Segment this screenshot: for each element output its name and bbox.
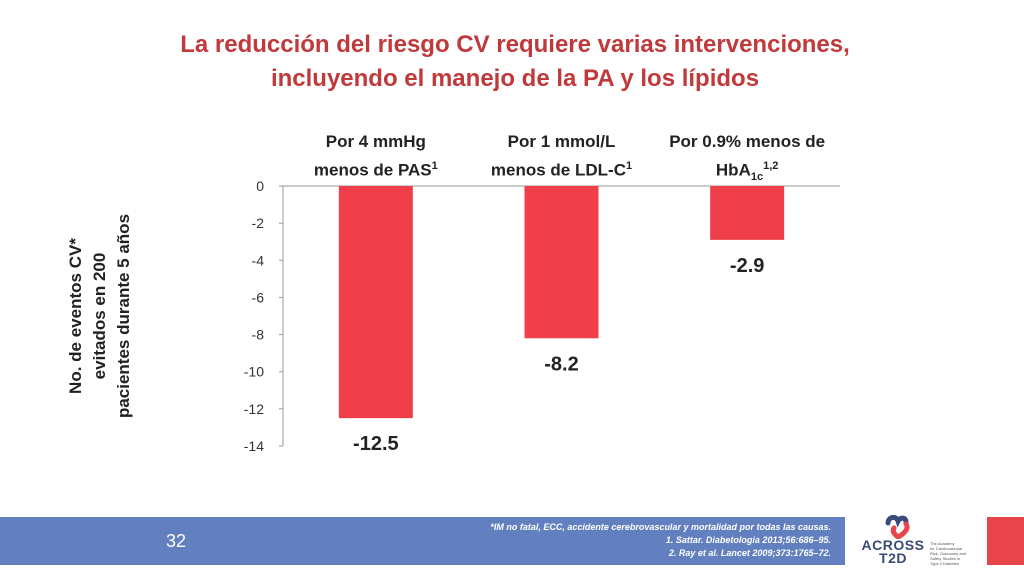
slide-title: La reducción del riesgo CV requiere vari… — [60, 28, 970, 96]
logo-tagline-line-2: for Cardiovascular — [930, 546, 963, 551]
across-t2d-logo: ACROSS T2D The Academy for Cardiovascula… — [858, 515, 978, 566]
y-tick-label: -14 — [244, 438, 264, 454]
logo-wordmark: ACROSS T2D — [858, 537, 928, 566]
y-tick-label: -10 — [244, 364, 264, 380]
category-label-hba1c-line-1: Por 0.9% menos de — [669, 132, 826, 151]
bar-value-label: -8.2 — [544, 353, 578, 375]
category-label-hba1c: Por 0.9% menos de HbA1c1,2 — [647, 130, 847, 189]
y-tick-label: -8 — [252, 327, 265, 343]
category-label-sbp: Por 4 mmHg menos de PAS1 — [276, 130, 476, 183]
y-tick-label: -2 — [252, 215, 265, 231]
title-line-1: La reducción del riesgo CV requiere vari… — [180, 31, 850, 58]
logo-tagline-line-3: Risk, Outcomes and — [930, 551, 967, 556]
y-tick-label: -12 — [244, 401, 264, 417]
category-label-sbp-line-2: menos de PAS1 — [313, 160, 438, 180]
y-tick-label: -4 — [252, 252, 265, 268]
category-label-sbp-line-1: Por 4 mmHg — [325, 132, 426, 151]
slide-number: 32 — [166, 531, 187, 551]
corner-accent-block — [987, 517, 1024, 565]
footnote-2: 1. Sattar. Diabetologia 2013;56:686–95. — [665, 535, 831, 545]
footer-bar: 32 *IM no fatal, ECC, accidente cerebrov… — [0, 517, 845, 565]
bar-value-label: -2.9 — [730, 255, 764, 277]
bar-value-label: -12.5 — [353, 433, 399, 455]
category-label-ldl-line-2: menos de LDL-C1 — [490, 160, 633, 180]
y-tick-label: 0 — [256, 178, 264, 194]
logo-tagline-line-4: Safety Studies in — [930, 556, 961, 561]
logo-wordmark-line-2: T2D — [879, 550, 907, 566]
logo-wordmark-line-1: ACROSS — [861, 537, 925, 553]
category-label-ldl: Por 1 mmol/L menos de LDL-C1 — [462, 130, 662, 183]
footnote-3: 2. Ray et al. Lancet 2009;373:1765–72. — [668, 548, 831, 558]
title-line-2: incluyendo el manejo de la PA y los lípi… — [270, 65, 760, 92]
category-label-hba1c-line-2: HbA1c1,2 — [715, 160, 779, 184]
bar — [524, 186, 599, 339]
footnote-1: *IM no fatal, ECC, accidente cerebrovasc… — [490, 522, 831, 532]
bar — [338, 186, 413, 419]
logo-heart-icon — [885, 515, 910, 539]
footnotes: *IM no fatal, ECC, accidente cerebrovasc… — [490, 521, 831, 560]
logo-tagline-line-1: The Academy — [930, 541, 955, 546]
bar — [710, 186, 785, 240]
logo-tagline-line-5: Type 2 Diabetes — [930, 561, 959, 566]
logo-tagline: The Academy for Cardiovascular Risk, Out… — [930, 541, 966, 566]
y-tick-label: -6 — [252, 289, 265, 305]
category-label-ldl-line-1: Por 1 mmol/L — [507, 132, 616, 151]
